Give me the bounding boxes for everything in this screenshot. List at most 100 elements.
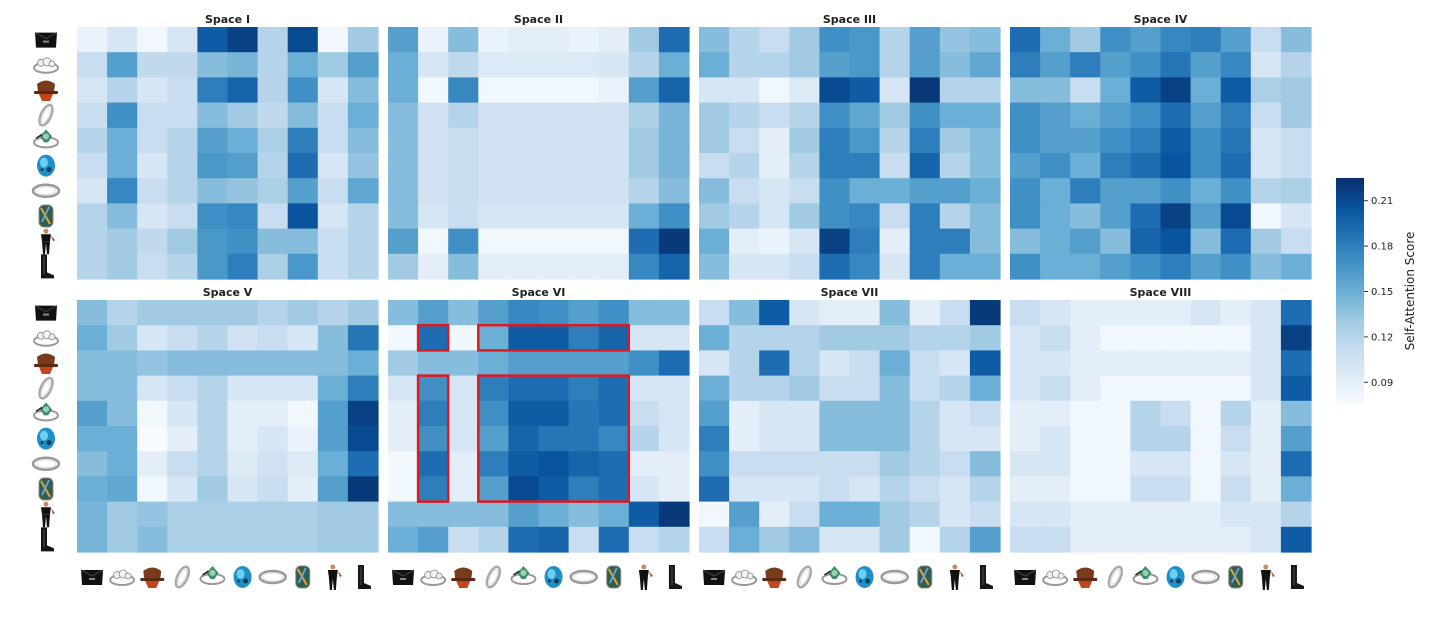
- heatmap-cell: [1100, 400, 1131, 427]
- heatmap-cell: [1040, 153, 1071, 179]
- heatmap-cell: [759, 77, 790, 104]
- heatmap-cell: [227, 127, 259, 154]
- heatmap-cell: [1160, 77, 1192, 104]
- heatmap-cell: [939, 526, 971, 553]
- heatmap-cell: [879, 476, 911, 503]
- heatmap-cell: [1010, 102, 1041, 129]
- heatmap-cell: [107, 253, 138, 280]
- heatmap-cell: [879, 127, 911, 154]
- heatmap-cell: [1220, 153, 1252, 179]
- blue-bead-charm-icon: [37, 427, 55, 450]
- heatmap-cell: [1160, 27, 1192, 53]
- heatmap-cell: [598, 300, 630, 326]
- heatmap-cell: [879, 400, 911, 427]
- heatmap-cell: [969, 77, 1001, 104]
- heatmap-cell: [508, 178, 540, 204]
- heatmap-cell: [347, 253, 379, 280]
- heatmap-cell: [1130, 228, 1162, 255]
- heatmap-cell: [317, 501, 349, 528]
- heatmap-cell: [879, 501, 911, 528]
- heatmap-cell: [317, 426, 349, 452]
- heatmap-cell: [1040, 350, 1071, 377]
- heatmap-cell: [257, 526, 289, 553]
- heatmap-cell: [1280, 52, 1312, 78]
- heatmap-cell: [909, 127, 941, 154]
- green-brooch-icon: [1132, 565, 1159, 585]
- heatmap-cell: [819, 300, 851, 326]
- heatmap-cell: [1010, 526, 1041, 553]
- heatmap-cell: [197, 27, 229, 53]
- heatmap-cell: [1250, 476, 1282, 503]
- heatmap-cell: [287, 52, 319, 78]
- heatmap-cell: [819, 127, 851, 154]
- heatmap-cell: [538, 127, 570, 154]
- heatmap-cell: [227, 27, 259, 53]
- heatmap-cell: [227, 400, 259, 427]
- heatmap-cell: [418, 253, 449, 280]
- heatmap-cell: [658, 52, 690, 78]
- heatmap-cell: [939, 52, 971, 78]
- heatmap-cell: [508, 451, 540, 477]
- heatmap-cell: [388, 127, 419, 154]
- heatmap-cell: [849, 77, 881, 104]
- heatmap-cell: [347, 52, 379, 78]
- heatmap-cell: [1040, 375, 1071, 402]
- silver-band-icon: [880, 569, 909, 585]
- heatmap-cell: [1220, 476, 1252, 503]
- heatmap-cell: [849, 178, 881, 204]
- heatmap-cell: [1040, 325, 1071, 351]
- heatmap-cell: [1070, 127, 1101, 154]
- heatmap-cell: [1010, 77, 1041, 104]
- heatmap-cell: [849, 253, 881, 280]
- heatmap-cell: [418, 300, 449, 326]
- heatmap-cell: [448, 27, 479, 53]
- heatmap-cell: [257, 77, 289, 104]
- heatmap-cell: [1280, 203, 1312, 230]
- heatmap-cell: [1160, 153, 1192, 179]
- heatmap-cell: [939, 325, 971, 351]
- heatmap-cell: [317, 325, 349, 351]
- heatmap-cell: [347, 400, 379, 427]
- heatmap-cell: [849, 325, 881, 351]
- heatmap-cell: [628, 300, 660, 326]
- heatmap-cell: [699, 203, 730, 230]
- heatmap-cell: [568, 350, 600, 377]
- black-boots-icon: [41, 527, 54, 552]
- red-hat-icon: [34, 80, 58, 101]
- heatmap-cell: [317, 451, 349, 477]
- heatmap-cell: [317, 228, 349, 255]
- heatmap-cell: [538, 102, 570, 129]
- heatmap-cell: [1280, 27, 1312, 53]
- silver-ring-icon: [35, 101, 57, 129]
- heatmap-cell: [388, 77, 419, 104]
- heatmap-cell: [628, 178, 660, 204]
- heatmap-cell: [77, 52, 108, 78]
- colorbar-gradient: [1336, 178, 1364, 405]
- heatmap-cell: [598, 426, 630, 452]
- heatmap-cell: [909, 501, 941, 528]
- heatmap-cell: [107, 203, 138, 230]
- heatmap-cell: [1130, 501, 1162, 528]
- heatmap-cell: [1220, 178, 1252, 204]
- heatmap-cell: [759, 325, 790, 351]
- heatmap-cell: [1280, 501, 1312, 528]
- heatmap-cell: [1070, 476, 1101, 503]
- heatmap-cell: [759, 102, 790, 129]
- heatmap-cell: [287, 178, 319, 204]
- heatmap-cell: [538, 400, 570, 427]
- heatmap-cell: [257, 228, 289, 255]
- heatmap-cell: [1160, 501, 1192, 528]
- heatmap-cell: [287, 476, 319, 503]
- heatmap-cell: [448, 127, 479, 154]
- heatmap-cell: [789, 451, 820, 477]
- heatmap-cell: [347, 300, 379, 326]
- black-clutch-bag-icon: [391, 569, 415, 586]
- heatmap-cell: [1070, 526, 1101, 553]
- heatmap-cell: [879, 426, 911, 452]
- heatmap-cell: [448, 375, 479, 402]
- heatmap-cell: [969, 400, 1001, 427]
- heatmap-cell: [1010, 253, 1041, 280]
- heatmap-cell: [227, 253, 259, 280]
- heatmap-cell: [658, 228, 690, 255]
